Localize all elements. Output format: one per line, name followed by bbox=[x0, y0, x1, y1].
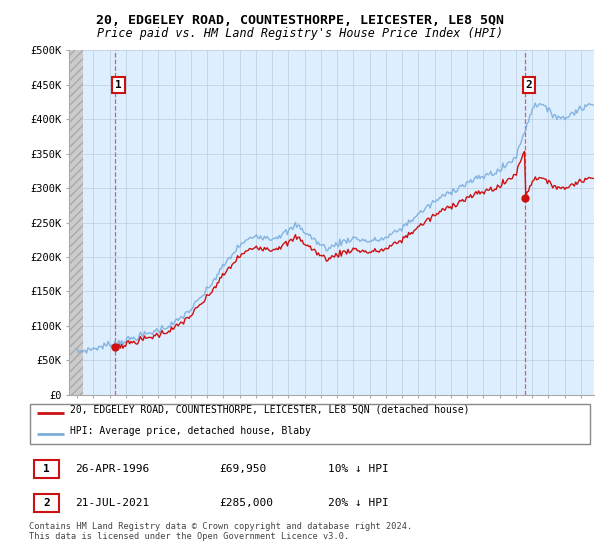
Text: HPI: Average price, detached house, Blaby: HPI: Average price, detached house, Blab… bbox=[70, 426, 310, 436]
Text: £69,950: £69,950 bbox=[220, 464, 267, 474]
Text: £285,000: £285,000 bbox=[220, 497, 274, 507]
FancyBboxPatch shape bbox=[30, 404, 590, 445]
Text: Price paid vs. HM Land Registry's House Price Index (HPI): Price paid vs. HM Land Registry's House … bbox=[97, 27, 503, 40]
Bar bbox=[69, 50, 83, 395]
Text: 1: 1 bbox=[43, 464, 50, 474]
FancyBboxPatch shape bbox=[34, 493, 59, 512]
Text: 10% ↓ HPI: 10% ↓ HPI bbox=[328, 464, 388, 474]
Text: 21-JUL-2021: 21-JUL-2021 bbox=[75, 497, 149, 507]
Text: 2: 2 bbox=[526, 80, 532, 90]
Text: Contains HM Land Registry data © Crown copyright and database right 2024.
This d: Contains HM Land Registry data © Crown c… bbox=[29, 522, 412, 542]
FancyBboxPatch shape bbox=[34, 460, 59, 478]
Text: 1: 1 bbox=[115, 80, 122, 90]
Text: 20% ↓ HPI: 20% ↓ HPI bbox=[328, 497, 388, 507]
Text: 26-APR-1996: 26-APR-1996 bbox=[75, 464, 149, 474]
Text: 20, EDGELEY ROAD, COUNTESTHORPE, LEICESTER, LE8 5QN (detached house): 20, EDGELEY ROAD, COUNTESTHORPE, LEICEST… bbox=[70, 405, 469, 415]
Text: 20, EDGELEY ROAD, COUNTESTHORPE, LEICESTER, LE8 5QN: 20, EDGELEY ROAD, COUNTESTHORPE, LEICEST… bbox=[96, 14, 504, 27]
Text: 2: 2 bbox=[43, 497, 50, 507]
